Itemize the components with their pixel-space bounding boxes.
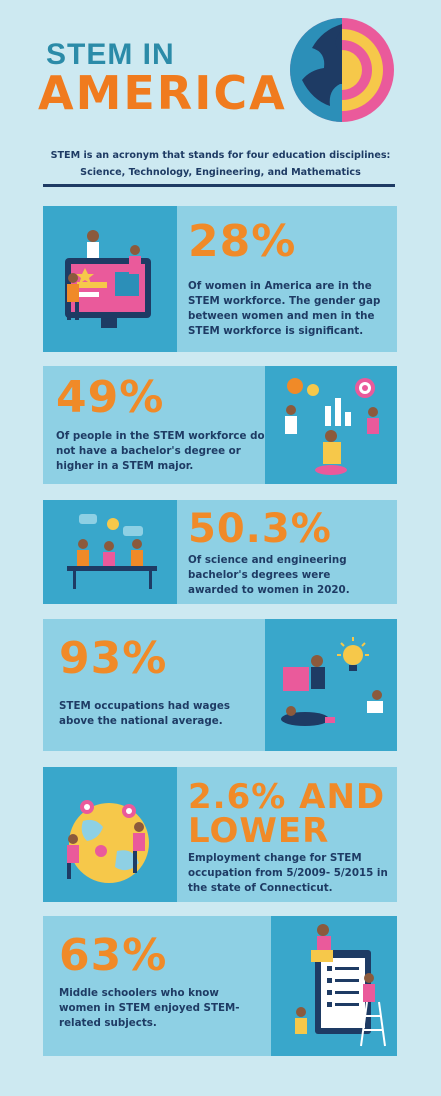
stat-panel-degrees-women: 50.3% Of science and engineering bachelo… — [43, 500, 397, 604]
stat-description: Of women in America are in the STEM work… — [188, 280, 381, 337]
stat-description: STEM occupations had wages above the nat… — [59, 700, 230, 727]
stat-value: 49% — [56, 372, 165, 423]
stat-value-line-2: LOWER — [188, 811, 330, 851]
stat-panel-middle-schoolers: 63% Middle schoolers who know women in S… — [43, 916, 397, 1056]
stat-description: Middle schoolers who know women in STEM … — [59, 987, 240, 1029]
stat-panel-women-workforce: 28% Of women in America are in the STEM … — [43, 206, 397, 352]
checklist-ladder-illustration — [271, 916, 397, 1056]
globe-location-pins-illustration — [43, 767, 177, 902]
stat-panel-no-degree: 49% Of people in the STEM workforce do n… — [43, 366, 397, 484]
lightbulb-idea-illustration — [265, 619, 397, 751]
stat-panel-employment-change: 2.6% AND LOWER Employment change for STE… — [43, 767, 397, 902]
divider — [43, 184, 395, 187]
meeting-table-illustration — [43, 500, 177, 604]
stat-description: Employment change for STEM occupation fr… — [188, 852, 388, 894]
stat-description: Of people in the STEM workforce do not h… — [56, 430, 265, 472]
subtitle-line-2: Science, Technology, Engineering, and Ma… — [80, 167, 361, 178]
title-line-2: AMERICA — [38, 66, 287, 120]
stat-value: 28% — [188, 216, 297, 267]
stat-value-line-1: 2.6% AND — [188, 777, 386, 817]
stat-panel-wages: 93% STEM occupations had wages above the… — [43, 619, 397, 751]
stat-description: Of science and engineering bachelor's de… — [188, 554, 350, 596]
analytics-team-illustration — [265, 366, 397, 484]
title-line-1: STEM IN — [46, 38, 175, 71]
stat-value: 50.3% — [188, 506, 332, 552]
stat-value: 93% — [59, 633, 168, 684]
computer-workers-illustration — [43, 206, 177, 352]
globe-icon — [290, 18, 394, 122]
stat-value: 63% — [59, 930, 168, 981]
subtitle-line-1: STEM is an acronym that stands for four … — [50, 150, 391, 161]
subtitle: STEM is an acronym that stands for four … — [30, 147, 411, 181]
